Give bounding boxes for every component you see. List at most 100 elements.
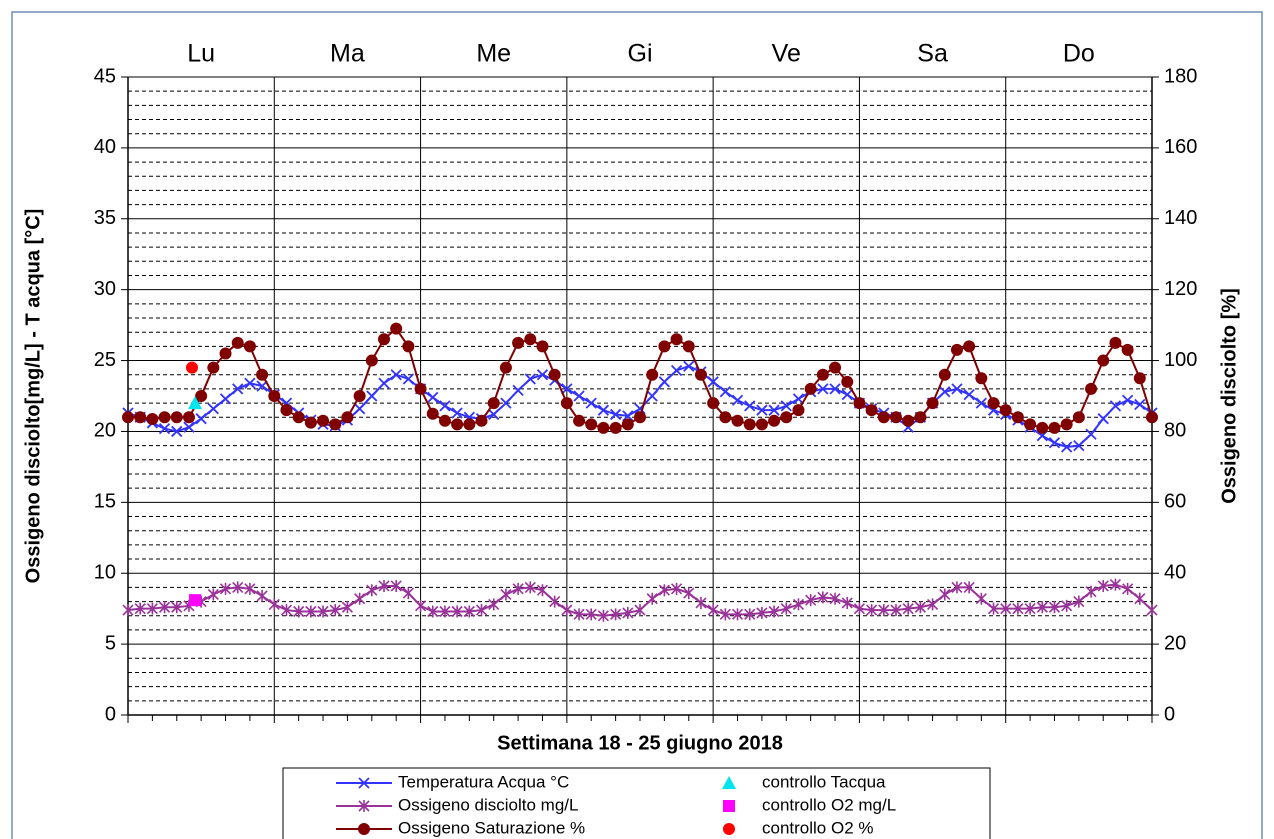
marker bbox=[1146, 411, 1158, 424]
marker bbox=[402, 373, 415, 385]
y-tick-label: 10 bbox=[94, 562, 116, 584]
marker bbox=[939, 588, 951, 601]
marker bbox=[609, 421, 622, 434]
marker bbox=[171, 425, 183, 438]
marker bbox=[158, 422, 171, 435]
day-label: Lu bbox=[187, 40, 215, 68]
marker bbox=[365, 354, 378, 367]
marker bbox=[427, 391, 439, 404]
marker bbox=[158, 411, 171, 424]
marker bbox=[195, 390, 208, 402]
marker bbox=[585, 397, 597, 409]
marker bbox=[122, 411, 134, 424]
marker bbox=[1024, 418, 1037, 431]
marker bbox=[950, 343, 963, 356]
marker bbox=[610, 608, 622, 621]
marker bbox=[1011, 411, 1024, 424]
marker bbox=[975, 397, 987, 409]
marker bbox=[756, 606, 768, 619]
marker bbox=[573, 414, 586, 427]
marker bbox=[390, 322, 403, 335]
legend-label: controllo O2 % bbox=[762, 818, 874, 837]
marker bbox=[694, 368, 707, 381]
marker bbox=[695, 596, 707, 609]
marker bbox=[171, 601, 183, 614]
marker bbox=[268, 598, 280, 611]
marker bbox=[816, 368, 829, 381]
marker bbox=[415, 599, 427, 612]
marker bbox=[402, 587, 414, 600]
marker bbox=[829, 383, 841, 395]
marker bbox=[722, 776, 736, 789]
marker bbox=[1109, 578, 1121, 591]
marker bbox=[670, 333, 683, 346]
marker bbox=[683, 587, 695, 600]
marker bbox=[804, 382, 817, 395]
marker bbox=[1146, 604, 1158, 617]
marker bbox=[890, 411, 902, 424]
marker bbox=[488, 408, 500, 421]
marker bbox=[1060, 418, 1073, 431]
marker bbox=[780, 411, 793, 424]
marker bbox=[585, 418, 598, 431]
marker bbox=[646, 592, 658, 605]
marker bbox=[963, 340, 976, 353]
marker bbox=[512, 384, 524, 396]
marker bbox=[890, 604, 902, 617]
marker bbox=[186, 361, 198, 374]
marker bbox=[438, 414, 451, 427]
marker bbox=[877, 411, 890, 424]
marker bbox=[512, 336, 525, 349]
marker bbox=[487, 397, 500, 410]
marker bbox=[927, 598, 939, 611]
marker bbox=[707, 376, 719, 388]
marker bbox=[1097, 579, 1109, 592]
marker bbox=[914, 411, 927, 424]
marker bbox=[378, 333, 390, 346]
y-tick-label: 30 bbox=[94, 278, 116, 300]
marker bbox=[634, 604, 646, 617]
y-tick-label: 25 bbox=[94, 349, 116, 371]
marker bbox=[1121, 394, 1134, 406]
y-tick-label: 20 bbox=[94, 420, 116, 442]
marker bbox=[743, 418, 756, 431]
y2-tick-label: 40 bbox=[1164, 562, 1186, 584]
marker bbox=[817, 383, 829, 395]
marker bbox=[1122, 582, 1134, 595]
marker bbox=[549, 595, 561, 608]
marker bbox=[231, 336, 244, 349]
marker bbox=[536, 369, 549, 381]
marker bbox=[402, 340, 415, 353]
marker bbox=[475, 414, 488, 427]
marker bbox=[646, 390, 658, 402]
marker bbox=[561, 383, 573, 395]
marker bbox=[243, 340, 256, 353]
marker bbox=[317, 414, 330, 427]
marker bbox=[755, 418, 768, 431]
marker bbox=[768, 414, 781, 427]
marker bbox=[378, 377, 390, 389]
marker bbox=[658, 584, 670, 597]
marker bbox=[1097, 413, 1109, 425]
marker bbox=[512, 582, 524, 595]
legend-label: Temperatura Acqua °C bbox=[398, 772, 569, 791]
marker bbox=[329, 604, 341, 617]
marker bbox=[188, 396, 203, 410]
marker bbox=[524, 333, 537, 346]
marker bbox=[232, 383, 244, 395]
marker bbox=[341, 601, 353, 614]
y-tick-label: 45 bbox=[94, 65, 116, 87]
marker bbox=[134, 602, 146, 615]
marker bbox=[293, 605, 305, 618]
marker bbox=[244, 377, 256, 389]
marker bbox=[597, 404, 610, 416]
marker bbox=[1061, 599, 1073, 612]
marker bbox=[865, 404, 878, 417]
marker bbox=[183, 421, 195, 433]
marker bbox=[723, 800, 735, 812]
marker bbox=[475, 604, 488, 617]
marker bbox=[146, 602, 158, 615]
y-tick-label: 0 bbox=[105, 703, 116, 725]
marker bbox=[975, 592, 987, 605]
marker bbox=[1085, 585, 1097, 598]
